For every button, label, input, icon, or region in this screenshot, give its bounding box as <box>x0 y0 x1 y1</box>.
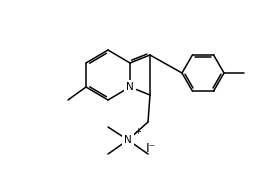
Text: N: N <box>124 135 132 145</box>
Text: N: N <box>126 82 134 92</box>
Text: I⁻: I⁻ <box>146 142 156 155</box>
Text: +: + <box>135 128 141 136</box>
